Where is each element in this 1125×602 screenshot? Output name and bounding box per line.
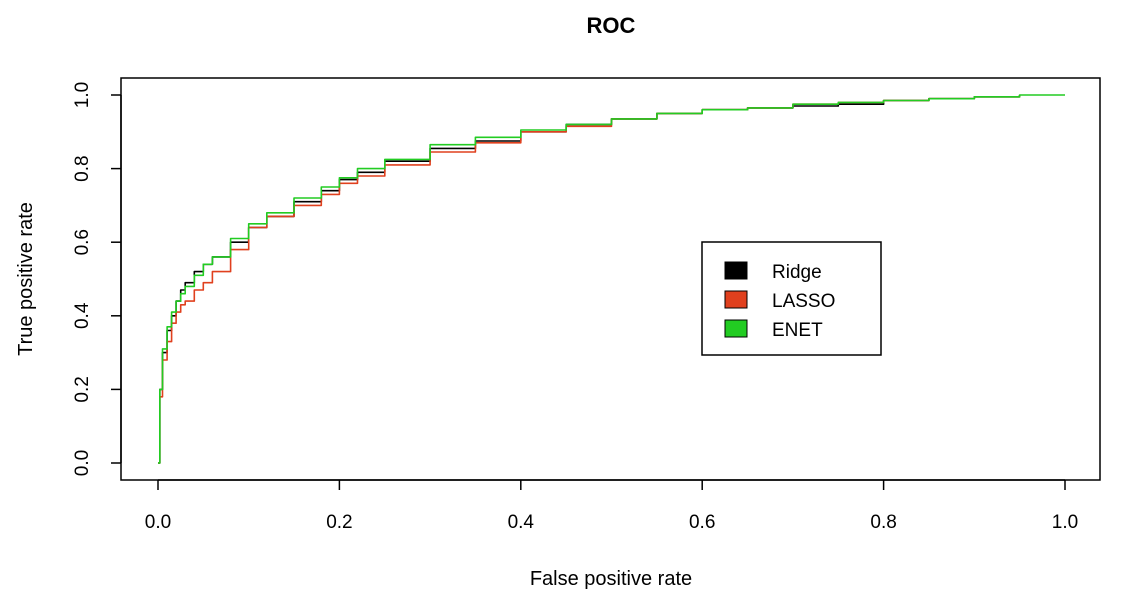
series-line-lasso: [158, 95, 1021, 464]
legend-label-lasso: LASSO: [772, 291, 835, 312]
x-tick-label: 0.2: [326, 512, 352, 533]
series-layer: [158, 94, 1065, 464]
y-tick-label: 0.2: [72, 376, 93, 402]
legend-swatch-ridge: [724, 261, 748, 280]
y-tick-label: 0.0: [72, 450, 93, 476]
legend-label-ridge: Ridge: [772, 262, 822, 283]
y-axis-label: True positive rate: [15, 202, 37, 356]
x-tick-label: 0.6: [689, 512, 715, 533]
x-tick-label: 1.0: [1052, 512, 1078, 533]
x-tick-label: 0.4: [508, 512, 535, 533]
legend-swatch-lasso: [724, 290, 748, 309]
y-tick-label: 0.6: [72, 229, 93, 255]
y-tick-label: 0.8: [72, 155, 93, 181]
chart-title: ROC: [587, 13, 636, 38]
y-axis: 0.0 0.2 0.4 0.6 0.8 1.0: [72, 82, 122, 476]
x-axis: 0.0 0.2 0.4 0.6 0.8 1.0: [145, 479, 1078, 533]
x-axis-label: False positive rate: [530, 568, 692, 590]
series-line-ridge: [158, 95, 1021, 464]
series-line-enet: [158, 94, 1065, 464]
y-tick-label: 0.4: [72, 302, 93, 329]
legend: Ridge LASSO ENET: [701, 241, 882, 356]
legend-label-enet: ENET: [772, 320, 823, 341]
legend-swatch-enet: [724, 319, 748, 338]
x-tick-label: 0.0: [145, 512, 171, 533]
y-tick-label: 1.0: [72, 82, 93, 108]
plot-frame: [120, 77, 1101, 481]
x-tick-label: 0.8: [870, 512, 896, 533]
